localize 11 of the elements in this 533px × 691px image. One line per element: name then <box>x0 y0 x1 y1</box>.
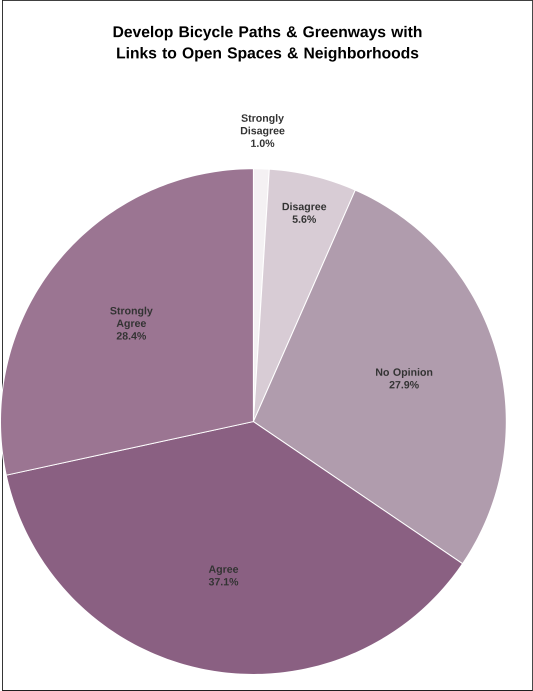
data-label: 5.6% <box>292 215 316 223</box>
slice-label: Disagree <box>282 202 326 212</box>
chart-title: Develop Bicycle Paths & Greenways with Links to Open Spaces & Neighborhoods <box>114 26 422 62</box>
slice-label: Agree <box>208 566 238 576</box>
slice-label: No Opinion <box>376 368 432 378</box>
data-label: 28.4% <box>116 332 146 340</box>
slice-label: Strongly Agree <box>110 306 153 330</box>
data-label: 27.9% <box>390 380 419 388</box>
data-label: 1.0% <box>251 140 274 148</box>
slice-label: Strongly Disagree <box>240 114 285 137</box>
data-label: 37.1% <box>208 578 238 586</box>
